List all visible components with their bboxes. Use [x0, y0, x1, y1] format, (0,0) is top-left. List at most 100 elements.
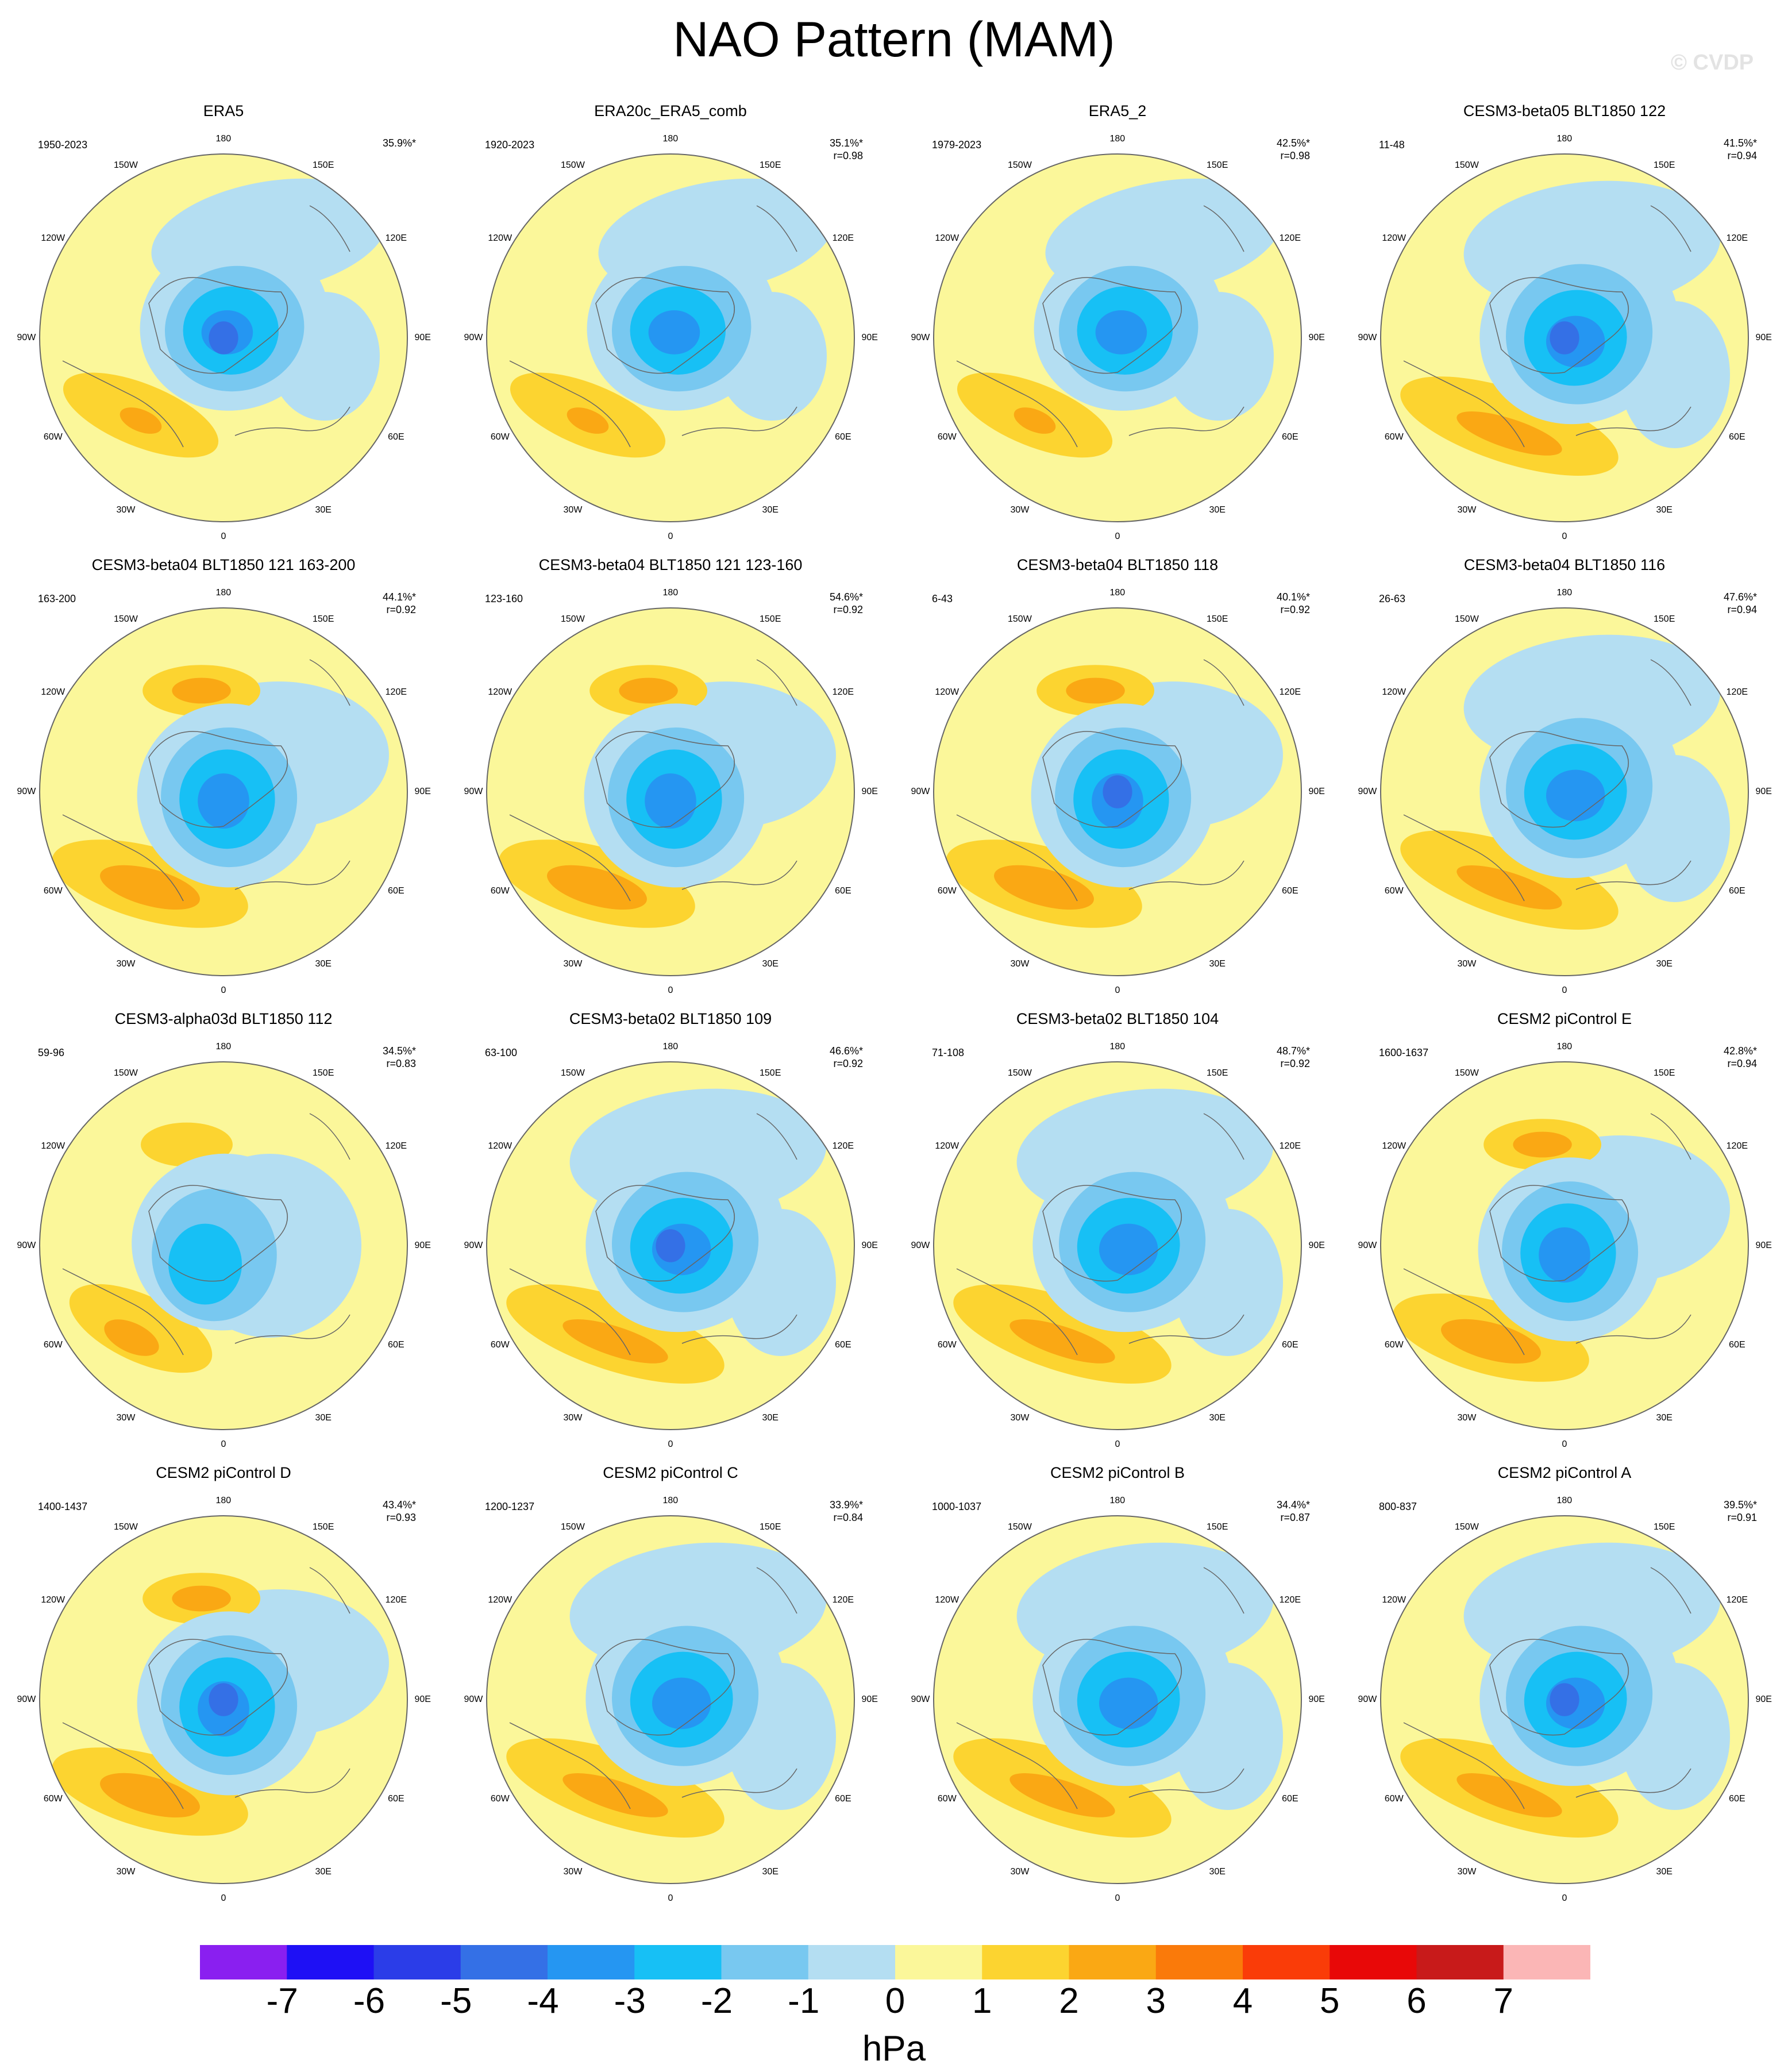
- longitude-label: 150E: [760, 1522, 781, 1532]
- panel-title: CESM2 piControl C: [603, 1464, 738, 1481]
- panel-title: CESM3-beta02 BLT1850 109: [569, 1010, 772, 1027]
- panel-title: CESM3-beta04 BLT1850 121 163-200: [91, 556, 356, 573]
- colorbar-tick: 0: [885, 1981, 905, 2021]
- polar-map: [39, 1515, 408, 1884]
- polar-map: [933, 1061, 1302, 1430]
- longitude-label: 180: [215, 588, 232, 598]
- longitude-label: 120W: [1382, 1595, 1406, 1605]
- longitude-label: 120E: [832, 1595, 854, 1605]
- longitude-label: 120W: [1382, 1141, 1406, 1151]
- colorbar-tick: 2: [1059, 1981, 1079, 2021]
- longitude-label: 30E: [762, 958, 779, 969]
- coastline: [1042, 731, 1182, 828]
- longitude-label: 180: [215, 134, 232, 144]
- longitude-label: 120W: [1382, 687, 1406, 697]
- colorbar-tick: 4: [1232, 1981, 1253, 2021]
- longitude-label: 150W: [561, 160, 585, 171]
- panel-period: 123-160: [485, 593, 523, 604]
- map-panel: CESM2 piControl B 1000-1037 34.4%* r=0.87 18…: [894, 1463, 1341, 1918]
- longitude-label: 30W: [1010, 958, 1030, 969]
- longitude-label: 120E: [1279, 1141, 1301, 1151]
- contour-region: [1513, 1131, 1572, 1158]
- colorbar-tick: -6: [353, 1981, 386, 2021]
- longitude-label: 60W: [1384, 432, 1404, 442]
- longitude-label: 180: [1109, 134, 1126, 144]
- panel-variance: 42.5%* r=0.98: [1255, 137, 1310, 162]
- longitude-label: 30W: [563, 1866, 583, 1877]
- longitude-label: 30E: [315, 504, 332, 515]
- contour-region: [567, 407, 609, 434]
- longitude-label: 60W: [490, 886, 510, 896]
- longitude-label: 60E: [388, 1794, 404, 1804]
- longitude-label: 90E: [1308, 1241, 1325, 1250]
- longitude-label: 90W: [1358, 787, 1377, 796]
- longitude-label: 90W: [1358, 1694, 1377, 1704]
- longitude-label: 60W: [937, 1794, 957, 1804]
- coastline: [956, 659, 1244, 902]
- longitude-label: 30E: [1656, 504, 1673, 515]
- map-panel: ERA20c_ERA5_comb 1920-2023 35.1%* r=0.98 180…: [447, 101, 894, 556]
- panel-title: CESM3-beta04 BLT1850 118: [1016, 556, 1219, 573]
- contour-region: [100, 1773, 200, 1818]
- longitude-label: 60E: [1282, 1340, 1298, 1350]
- longitude-label: 120E: [1726, 687, 1748, 697]
- longitude-label: 150E: [1207, 614, 1228, 625]
- coastline: [509, 659, 797, 902]
- longitude-label: 30W: [116, 1412, 136, 1423]
- polar-map: [1380, 1061, 1749, 1430]
- panel-title: ERA5: [203, 102, 244, 120]
- colorbar-segment: [1416, 1945, 1504, 1979]
- longitude-label: 60W: [43, 1794, 63, 1804]
- panel-title: CESM2 piControl D: [156, 1464, 291, 1481]
- coastline: [148, 277, 288, 374]
- polar-map: [486, 607, 855, 976]
- longitude-label: 150W: [114, 1522, 138, 1532]
- longitude-label: 30E: [315, 1412, 332, 1423]
- longitude-label: 180: [1109, 1496, 1126, 1505]
- longitude-label: 150W: [561, 1522, 585, 1532]
- map-panel: CESM3-beta05 BLT1850 122 11-48 41.5%* r=0.9…: [1341, 101, 1788, 556]
- panel-variance: 47.6%* r=0.94: [1702, 591, 1757, 616]
- longitude-label: 180: [1109, 588, 1126, 598]
- variance-explained: 43.4%*: [382, 1499, 416, 1511]
- panel-variance: 54.6%* r=0.92: [808, 591, 863, 616]
- longitude-label: 60E: [1729, 432, 1745, 442]
- longitude-label: 120E: [385, 1595, 407, 1605]
- longitude-label: 0: [1115, 985, 1120, 995]
- longitude-label: 150W: [1008, 1522, 1032, 1532]
- longitude-label: 30E: [762, 504, 779, 515]
- longitude-label: 90E: [1755, 333, 1772, 342]
- panel-title: CESM2 piControl B: [1050, 1464, 1185, 1481]
- polar-map: [486, 153, 855, 522]
- polar-map: [39, 153, 408, 522]
- longitude-label: 150E: [313, 160, 334, 171]
- map-panel: CESM3-beta04 BLT1850 121 123-160 123-160 5…: [447, 555, 894, 1010]
- panel-variance: 44.1%* r=0.92: [361, 591, 416, 616]
- contour-region: [172, 1585, 231, 1612]
- longitude-label: 120E: [1279, 1595, 1301, 1605]
- panel-title: CESM2 piControl A: [1497, 1464, 1632, 1481]
- coastline: [595, 1185, 735, 1282]
- pattern-correlation: r=0.92: [386, 604, 416, 615]
- longitude-label: 90E: [861, 787, 878, 796]
- map-panel: ERA5 1950-2023 35.9%* 180 150E 120E 90E 60E 30E 0…: [0, 101, 447, 556]
- colorbar-tick: -1: [788, 1981, 820, 2021]
- pattern-correlation: r=0.94: [1727, 604, 1757, 615]
- variance-explained: 42.5%*: [1276, 137, 1310, 149]
- contour-region: [1066, 677, 1125, 704]
- longitude-label: 150E: [760, 614, 781, 625]
- longitude-label: 60W: [43, 432, 63, 442]
- pattern-correlation: r=0.91: [1727, 1512, 1757, 1523]
- longitude-label: 180: [662, 1496, 679, 1505]
- panel-title: CESM3-beta04 BLT1850 121 123-160: [538, 556, 803, 573]
- coastline: [1489, 1639, 1629, 1736]
- contour-region: [198, 773, 249, 829]
- longitude-label: 60E: [1282, 1794, 1298, 1804]
- longitude-label: 150E: [1207, 1068, 1228, 1079]
- longitude-label: 150W: [561, 1068, 585, 1079]
- panel-period: 59-96: [38, 1047, 65, 1058]
- longitude-label: 30E: [1209, 504, 1226, 515]
- longitude-label: 150E: [760, 1068, 781, 1079]
- colorbar-tick: 3: [1146, 1981, 1166, 2021]
- panel-title: ERA5_2: [1088, 102, 1147, 120]
